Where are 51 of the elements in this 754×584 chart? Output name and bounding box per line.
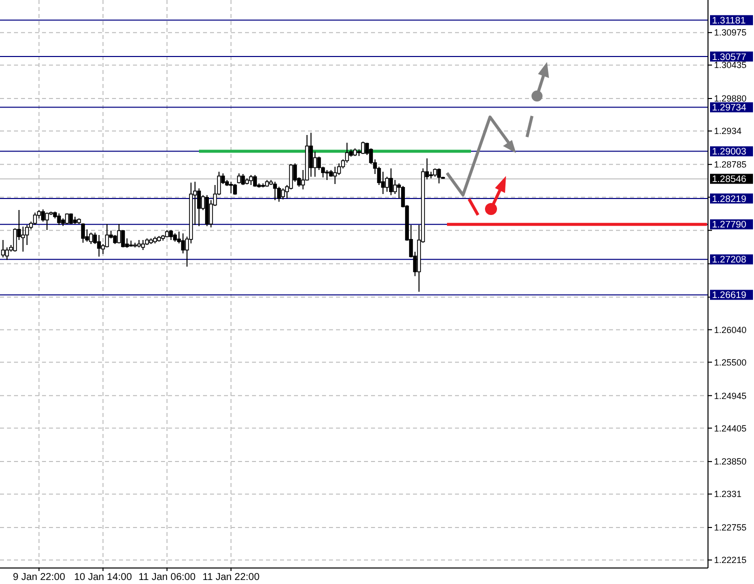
- x-tick-label: 10 Jan 14:00: [74, 572, 132, 583]
- x-tick-label: 11 Jan 06:00: [138, 572, 196, 583]
- y-tick-label: 1.29880: [714, 94, 747, 104]
- ref-line-label: 1.26619: [712, 290, 746, 302]
- candlestick: [97, 234, 101, 258]
- y-tick-label: 1.24945: [714, 390, 747, 401]
- y-tick-label: 1.28785: [714, 160, 747, 170]
- y-tick-label: 1.2934: [714, 126, 742, 136]
- candlestick: [45, 212, 49, 230]
- candlestick: [361, 141, 365, 155]
- candlestick: [281, 188, 285, 200]
- ref-line-label: 1.28219: [712, 194, 746, 205]
- ref-line-label: 1.29003: [712, 146, 746, 158]
- candlestick: [1, 239, 5, 258]
- ref-line-label: 1.27208: [712, 254, 746, 266]
- y-tick-label: 1.30975: [714, 28, 747, 38]
- ref-line-label: 1.29734: [712, 102, 746, 114]
- y-tick-label: 1.26040: [714, 324, 747, 335]
- candlestick: [325, 170, 329, 181]
- x-tick-label: 11 Jan 22:00: [202, 572, 260, 583]
- y-tick-label: 1.30435: [714, 60, 747, 70]
- candlestick: [113, 234, 117, 245]
- candlestick: [241, 174, 245, 186]
- candlestick: [249, 174, 253, 186]
- ref-line-label: 1.28546: [712, 174, 746, 186]
- candlestick: [333, 166, 337, 185]
- candlestick: [181, 232, 185, 254]
- candlestick: [437, 168, 441, 184]
- candlestick: [169, 229, 173, 240]
- y-tick-label: 1.23850: [714, 456, 747, 467]
- candlestick: [33, 212, 37, 226]
- candlestick: [57, 212, 61, 226]
- candlestick: [389, 168, 393, 196]
- y-tick-label: 1.22755: [714, 522, 747, 533]
- candlestick: [237, 172, 241, 184]
- candlestick: [117, 223, 121, 244]
- y-tick-label: 1.2331: [714, 489, 742, 500]
- candlestick: [141, 239, 145, 251]
- candlestick: [81, 222, 85, 244]
- candlestick: [229, 181, 233, 194]
- candlestick: [393, 180, 397, 195]
- ref-line-label: 1.27790: [712, 220, 746, 231]
- x-tick-label: 9 Jan 22:00: [12, 572, 66, 583]
- candlestick: [89, 232, 93, 245]
- y-tick-label: 1.25500: [714, 357, 747, 368]
- candlestick: [273, 181, 277, 201]
- candlestick: [309, 132, 313, 178]
- ref-line-label: 1.31181: [712, 15, 746, 26]
- ref-line-label: 1.30577: [712, 52, 746, 63]
- y-tick-label: 1.22215: [714, 555, 747, 566]
- y-tick-label: 1.24405: [714, 423, 747, 434]
